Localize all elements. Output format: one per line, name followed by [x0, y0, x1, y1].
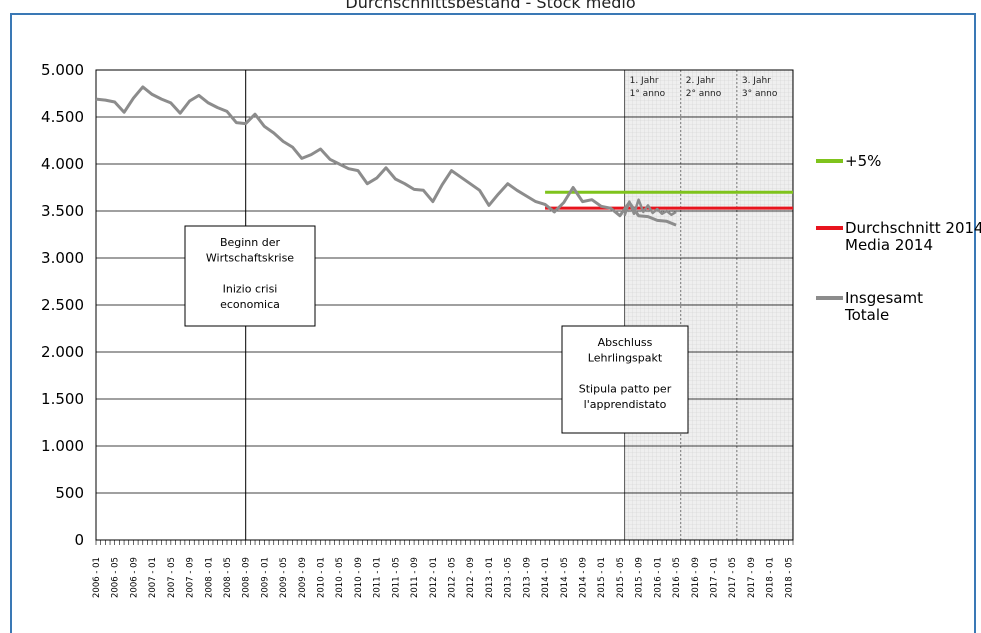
y-tick-label: 500 — [55, 484, 84, 502]
y-tick-label: 3.500 — [41, 202, 84, 220]
x-tick-label: 2013 - 01 — [485, 557, 495, 598]
x-tick-label: 2015 - 09 — [635, 557, 645, 598]
x-tick-label: 2016 - 01 — [653, 557, 663, 598]
x-tick-label: 2007 - 01 — [148, 557, 158, 598]
x-tick-label: 2008 - 09 — [242, 557, 252, 598]
x-tick-label: 2007 - 05 — [167, 557, 177, 598]
legend-label: Durchschnitt 2014 — [845, 219, 981, 237]
x-tick-label: 2006 - 09 — [129, 557, 139, 598]
x-tick-label: 2012 - 09 — [466, 557, 476, 598]
x-tick-label: 2009 - 01 — [260, 557, 270, 598]
y-tick-label: 2.500 — [41, 296, 84, 314]
annotation-box — [561, 325, 689, 434]
plot-border — [95, 69, 794, 541]
x-tick-label: 2016 - 05 — [672, 557, 682, 598]
y-tick-label: 5.000 — [41, 61, 84, 79]
x-tick-label: 2011 - 05 — [391, 557, 401, 598]
x-tick-label: 2010 - 01 — [317, 557, 327, 598]
y-tick-label: 4.000 — [41, 155, 84, 173]
x-tick-label: 2010 - 09 — [354, 557, 364, 598]
x-tick-label: 2017 - 05 — [728, 557, 738, 598]
x-tick-label: 2011 - 01 — [373, 557, 383, 598]
chart-frame — [10, 13, 976, 633]
x-tick-label: 2006 - 05 — [111, 557, 121, 598]
x-tick-label: 2018 - 05 — [784, 557, 794, 598]
annotation-text: Wirtschaftskrise — [206, 252, 294, 265]
y-tick-label: 1.500 — [41, 390, 84, 408]
x-tick-label: 2015 - 05 — [616, 557, 626, 598]
forecast-line — [623, 198, 677, 217]
annotation-text: Abschluss — [598, 336, 653, 349]
x-tick-label: 2012 - 05 — [448, 557, 458, 598]
x-tick-label: 2009 - 09 — [298, 557, 308, 598]
annotation-text: Lehrlingspakt — [588, 352, 663, 365]
annotation-text: Stipula patto per — [579, 383, 672, 396]
x-tick-label: 2016 - 09 — [691, 557, 701, 598]
y-tick-label: 4.500 — [41, 108, 84, 126]
x-tick-label: 2010 - 05 — [335, 557, 345, 598]
y-tick-label: 2.000 — [41, 343, 84, 361]
legend-label: +5% — [845, 152, 881, 170]
x-tick-label: 2009 - 05 — [279, 557, 289, 598]
y-tick-label: 1.000 — [41, 437, 84, 455]
annotation-text: Beginn der — [220, 236, 281, 249]
x-tick-label: 2012 - 01 — [429, 557, 439, 598]
x-tick-label: 2011 - 09 — [410, 557, 420, 598]
x-tick-label: 2015 - 01 — [597, 557, 607, 598]
x-tick-label: 2007 - 09 — [186, 557, 196, 598]
x-tick-label: 2017 - 09 — [747, 557, 757, 598]
x-tick-label: 2017 - 01 — [709, 557, 719, 598]
x-tick-label: 2014 - 05 — [560, 557, 570, 598]
region-label: 2° anno — [686, 89, 722, 99]
y-tick-label: 3.000 — [41, 249, 84, 267]
region-label: 3° anno — [742, 89, 778, 99]
series-line — [95, 85, 677, 227]
annotation-text: Inizio crisi — [223, 283, 278, 296]
legend-label: Media 2014 — [845, 236, 933, 254]
x-tick-label: 2018 - 01 — [766, 557, 776, 598]
x-tick-label: 2006 - 01 — [92, 557, 102, 598]
annotation-box — [184, 225, 316, 327]
x-tick-label: 2014 - 09 — [578, 557, 588, 598]
legend-label: Totale — [844, 306, 889, 324]
region-label: 1. Jahr — [630, 76, 659, 86]
x-tick-label: 2014 - 01 — [541, 557, 551, 598]
x-tick-label: 2013 - 09 — [522, 557, 532, 598]
chart-title: Durchschnittsbestand - Stock medio — [345, 0, 636, 12]
region-label: 1° anno — [630, 89, 666, 99]
x-tick-label: 2008 - 01 — [204, 557, 214, 598]
y-tick-label: 0 — [74, 531, 84, 549]
region-label: 2. Jahr — [686, 76, 715, 86]
region-label: 3. Jahr — [742, 76, 771, 86]
x-tick-label: 2008 - 05 — [223, 557, 233, 598]
annotation-text: l'apprendistato — [584, 398, 667, 411]
x-tick-label: 2013 - 05 — [504, 557, 514, 598]
legend-label: Insgesamt — [845, 289, 923, 307]
annotation-text: economica — [220, 298, 280, 311]
